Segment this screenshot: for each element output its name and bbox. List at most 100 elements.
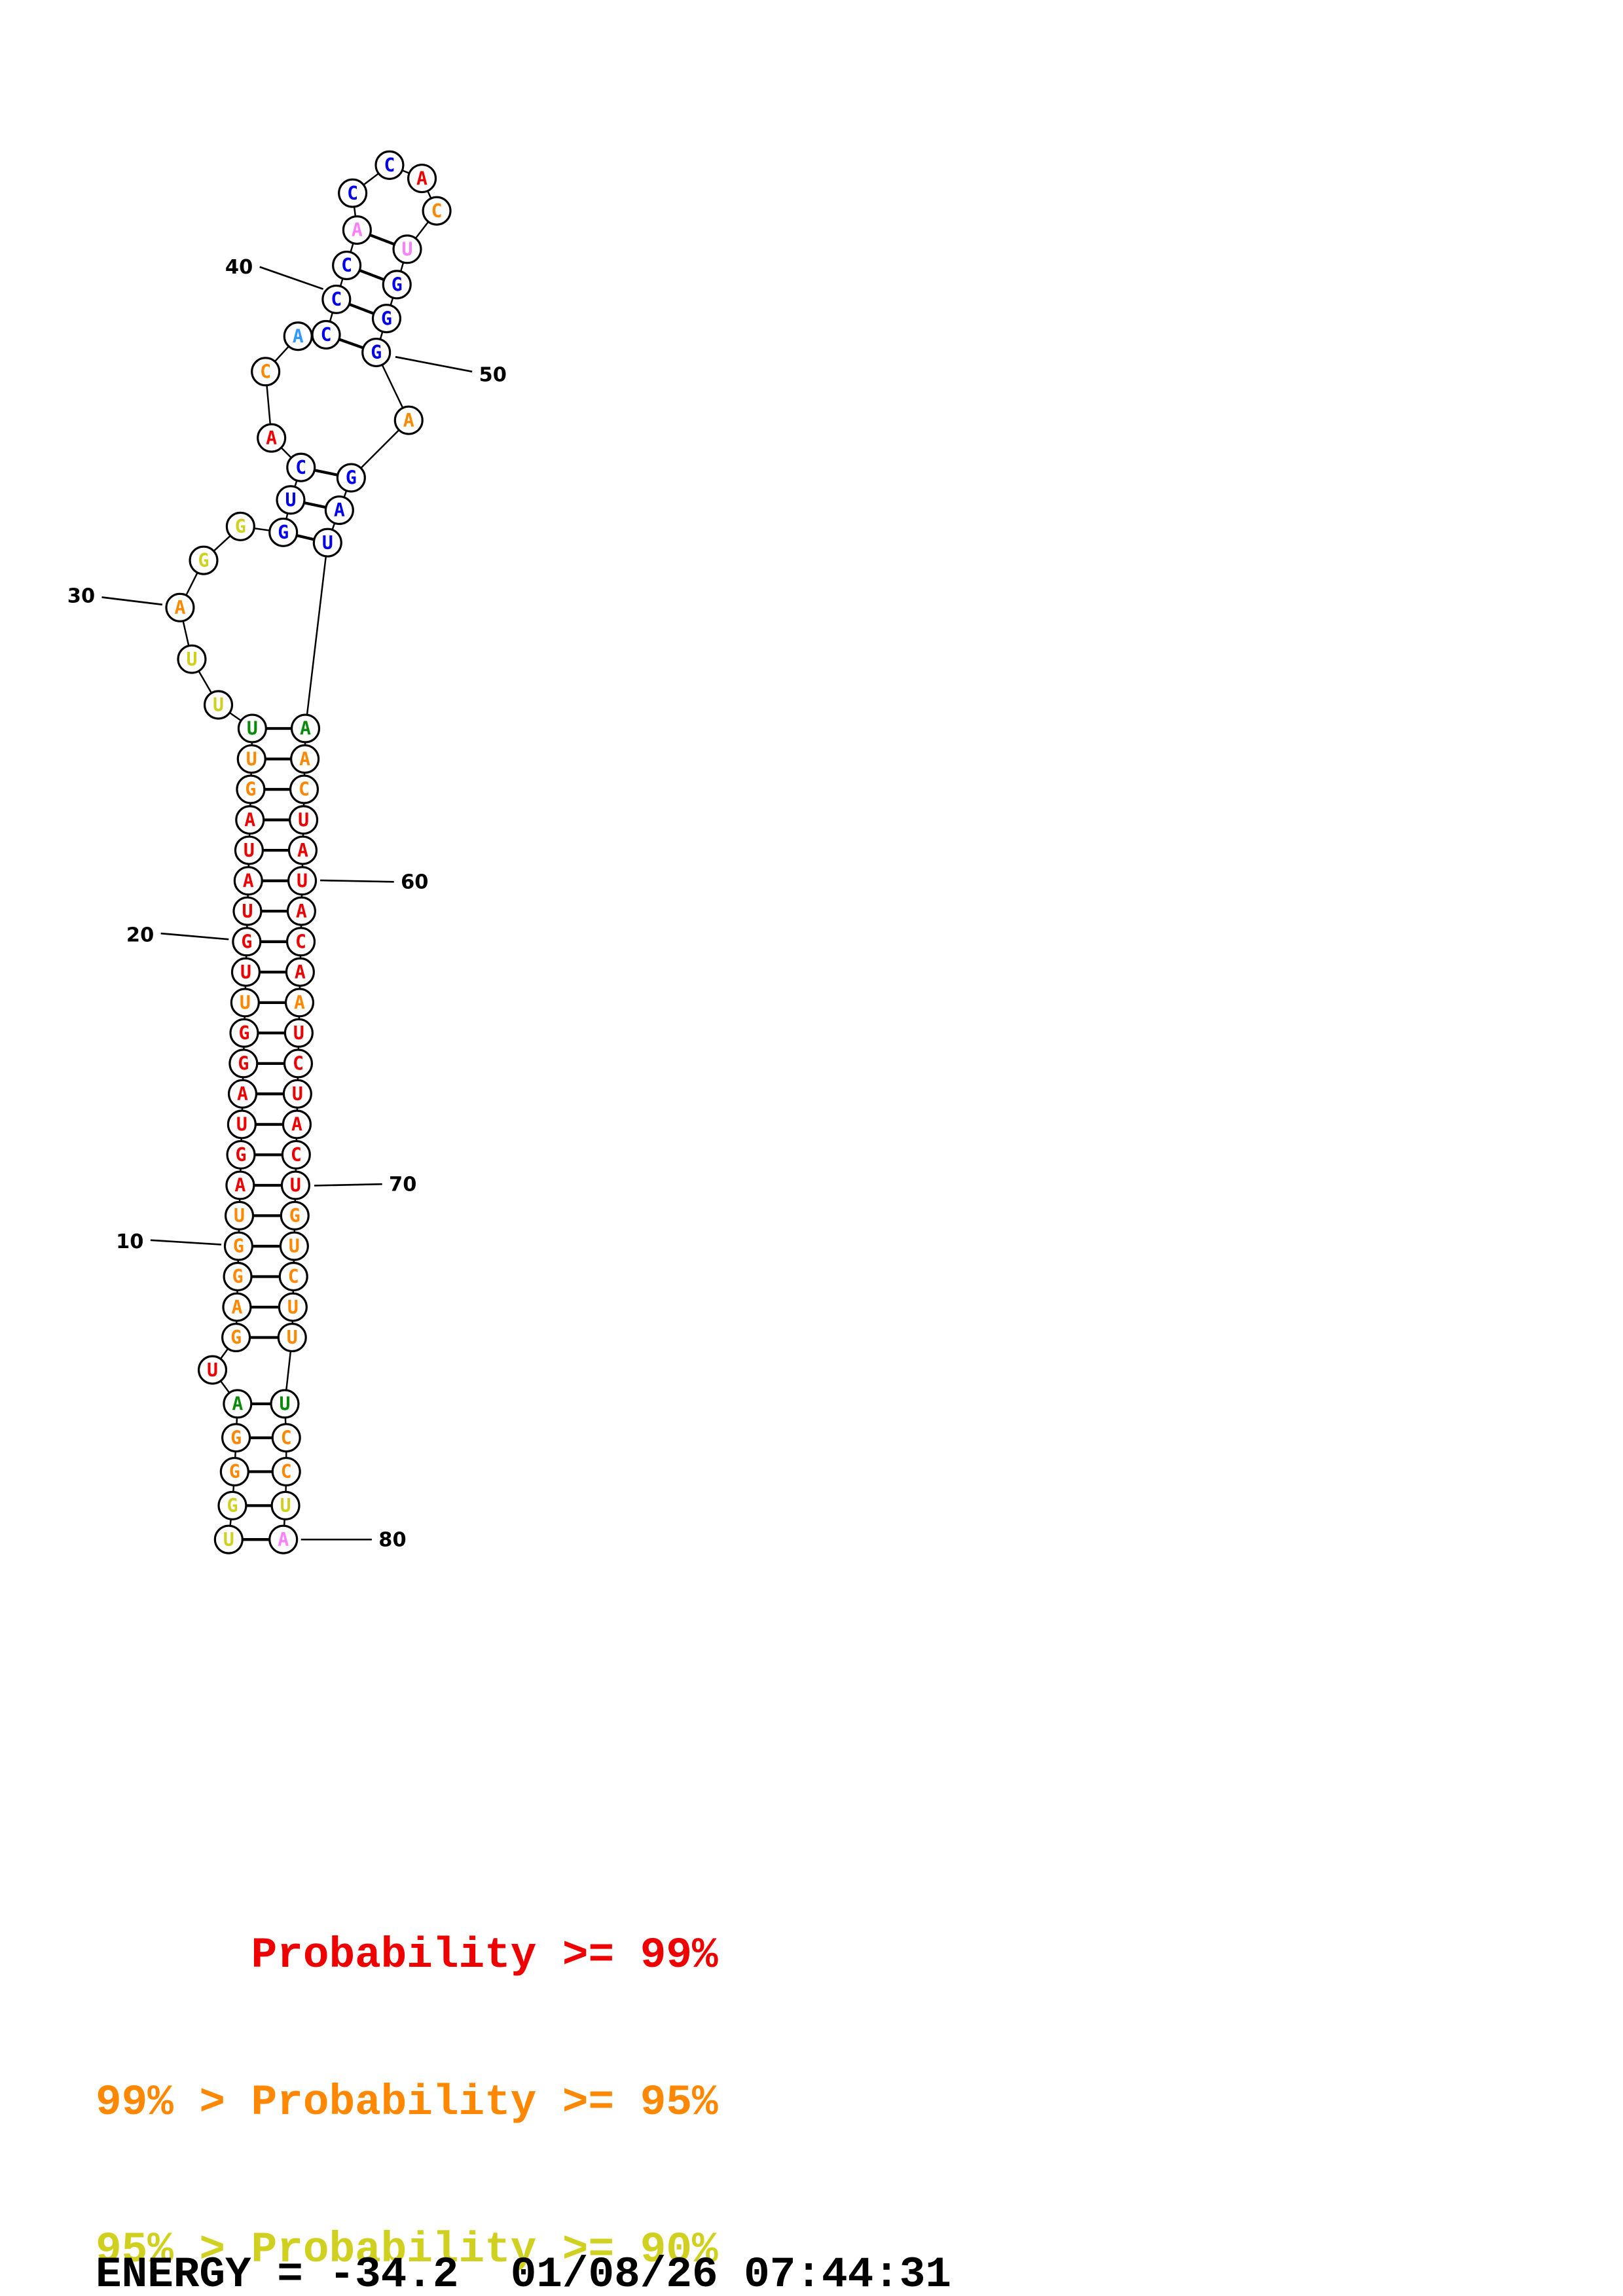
nucleotide-letter-67: U <box>292 1083 303 1105</box>
sequence-number-label: 20 <box>126 924 154 947</box>
nucleotide-circle-73 <box>278 1261 308 1291</box>
nucleotide-circle-18 <box>230 988 260 1018</box>
nucleotide-circle-29 <box>177 644 207 674</box>
nucleotide-circle-57 <box>289 774 319 804</box>
nucleotide-circle-15 <box>227 1079 258 1109</box>
backbone-segment <box>304 542 329 729</box>
nucleotide-circle-26 <box>236 744 266 774</box>
nucleotide-letter-4: G <box>230 1427 242 1448</box>
nucleotide-letter-27: U <box>247 718 258 740</box>
nucleotide-letter-76: U <box>279 1393 290 1415</box>
nucleotide-circle-40 <box>321 284 352 314</box>
nucleotide-circle-17 <box>229 1018 259 1048</box>
nucleotide-circle-74 <box>278 1292 308 1322</box>
sequence-number-label: 60 <box>401 870 428 893</box>
nucleotide-letter-50: G <box>371 342 382 363</box>
nucleotide-circle-62 <box>285 927 316 957</box>
nucleotide-letter-77: C <box>281 1427 292 1448</box>
nucleotide-letter-37: C <box>260 361 271 382</box>
nucleotide-letter-9: G <box>232 1266 244 1287</box>
nucleotide-circle-2 <box>217 1490 247 1520</box>
sequence-number-label: 30 <box>67 584 95 607</box>
sequence-number-pointer-line <box>160 932 229 941</box>
sequence-number-pointer-line <box>395 355 473 373</box>
nucleotide-letter-72: U <box>289 1236 300 1257</box>
nucleotide-circle-78 <box>271 1457 301 1487</box>
nucleotide-letter-18: U <box>240 992 251 1014</box>
nucleotide-circle-24 <box>235 805 265 835</box>
nucleotide-circle-64 <box>284 988 315 1018</box>
nucleotide-circle-37 <box>251 357 281 387</box>
nucleotide-letter-6: U <box>207 1359 218 1381</box>
nucleotide-circle-52 <box>336 463 366 493</box>
nucleotide-letter-70: U <box>290 1175 301 1196</box>
nucleotide-letter-74: U <box>287 1297 299 1318</box>
nucleotide-letter-63: A <box>295 961 306 983</box>
nucleotide-letter-69: C <box>291 1144 302 1166</box>
legend-row-90: 95% > Probability >= 90% <box>96 2225 718 2274</box>
nucleotide-circle-25 <box>236 774 266 804</box>
nucleotide-circle-20 <box>232 927 262 957</box>
nucleotide-circle-1 <box>213 1524 244 1554</box>
nucleotide-letter-80: A <box>278 1529 289 1551</box>
energy-line: ENERGY = -34.2 01/08/26 07:44:31 <box>96 2250 952 2296</box>
nucleotide-circle-31 <box>189 545 219 575</box>
nucleotide-circle-42 <box>342 215 372 245</box>
nucleotide-letter-79: U <box>280 1495 291 1516</box>
nucleotide-circle-51 <box>393 405 424 435</box>
nucleotide-letter-28: U <box>213 694 224 716</box>
nucleotide-circle-35 <box>286 452 316 482</box>
nucleotide-letter-54: U <box>322 532 333 554</box>
nucleotide-circle-22 <box>233 866 263 896</box>
nucleotide-letter-3: G <box>229 1461 240 1482</box>
nucleotide-letter-31: G <box>198 550 210 571</box>
nucleotide-letter-39: C <box>321 324 332 346</box>
nucleotide-circle-34 <box>276 485 306 515</box>
nucleotide-circle-16 <box>228 1049 259 1079</box>
nucleotide-letter-61: A <box>296 901 307 922</box>
nucleotide-letter-10: G <box>233 1236 244 1257</box>
nucleotide-letter-47: U <box>402 238 413 260</box>
nucleotide-circle-4 <box>221 1423 251 1453</box>
nucleotide-circle-58 <box>289 805 319 835</box>
nucleotide-letter-42: A <box>352 219 363 241</box>
nucleotide-circle-80 <box>268 1524 299 1554</box>
sequence-number-label: 40 <box>225 256 253 279</box>
nucleotide-letter-75: U <box>287 1327 298 1348</box>
nucleotide-circle-66 <box>283 1049 313 1079</box>
legend-row-95: 99% > Probability >= 95% <box>96 2078 718 2127</box>
sequence-number-label: 80 <box>378 1528 406 1551</box>
nucleotide-letter-62: C <box>295 931 306 952</box>
nucleotide-circle-56 <box>290 744 320 774</box>
nucleotide-circle-8 <box>222 1292 252 1322</box>
nucleotide-letter-20: G <box>241 931 252 952</box>
nucleotide-circle-23 <box>234 835 264 865</box>
nucleotide-circle-27 <box>237 713 267 744</box>
nucleotide-letter-78: C <box>281 1461 292 1482</box>
nucleotide-letter-56: A <box>299 748 310 770</box>
nucleotide-letter-55: A <box>300 718 311 740</box>
nucleotide-circle-36 <box>257 423 287 453</box>
nucleotide-letter-17: G <box>238 1022 249 1044</box>
nucleotide-letter-16: G <box>238 1053 249 1075</box>
nucleotide-circle-12 <box>225 1170 255 1200</box>
nucleotide-letter-19: U <box>240 961 251 983</box>
sequence-number-pointer-line <box>101 596 163 606</box>
nucleotide-letter-21: U <box>242 901 253 922</box>
nucleotide-letter-13: G <box>236 1144 247 1166</box>
sequence-number-pointer-line <box>320 879 394 883</box>
nucleotide-letter-36: A <box>266 427 277 449</box>
nucleotide-circle-39 <box>311 319 341 350</box>
nucleotide-circle-10 <box>223 1231 253 1261</box>
nucleotide-letter-46: C <box>431 200 443 222</box>
nucleotide-letter-48: G <box>392 274 403 296</box>
nucleotide-circle-50 <box>361 337 392 368</box>
nucleotide-circle-5 <box>223 1389 253 1419</box>
nucleotide-circle-70 <box>280 1170 310 1200</box>
nucleotide-letter-12: A <box>234 1175 246 1196</box>
nucleotide-circle-72 <box>279 1231 309 1261</box>
nucleotide-letter-33: G <box>278 522 289 543</box>
nucleotide-circle-6 <box>197 1355 228 1385</box>
nucleotide-letter-15: A <box>237 1083 248 1105</box>
